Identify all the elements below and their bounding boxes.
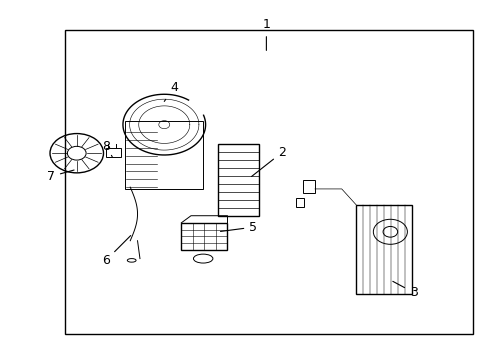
Bar bbox=[106, 148, 120, 157]
Bar bbox=[64, 30, 472, 334]
Text: 5: 5 bbox=[220, 221, 257, 234]
Text: 4: 4 bbox=[164, 81, 178, 102]
Text: 3: 3 bbox=[392, 281, 417, 299]
Text: 6: 6 bbox=[102, 235, 130, 267]
Bar bbox=[217, 144, 259, 216]
Bar bbox=[295, 198, 304, 207]
Text: 2: 2 bbox=[251, 146, 286, 176]
Text: 1: 1 bbox=[262, 18, 270, 50]
Bar bbox=[302, 180, 314, 193]
Text: 7: 7 bbox=[47, 170, 74, 183]
Bar bbox=[125, 121, 203, 189]
Bar bbox=[356, 205, 411, 294]
Text: 8: 8 bbox=[102, 140, 112, 157]
Bar bbox=[181, 223, 227, 249]
